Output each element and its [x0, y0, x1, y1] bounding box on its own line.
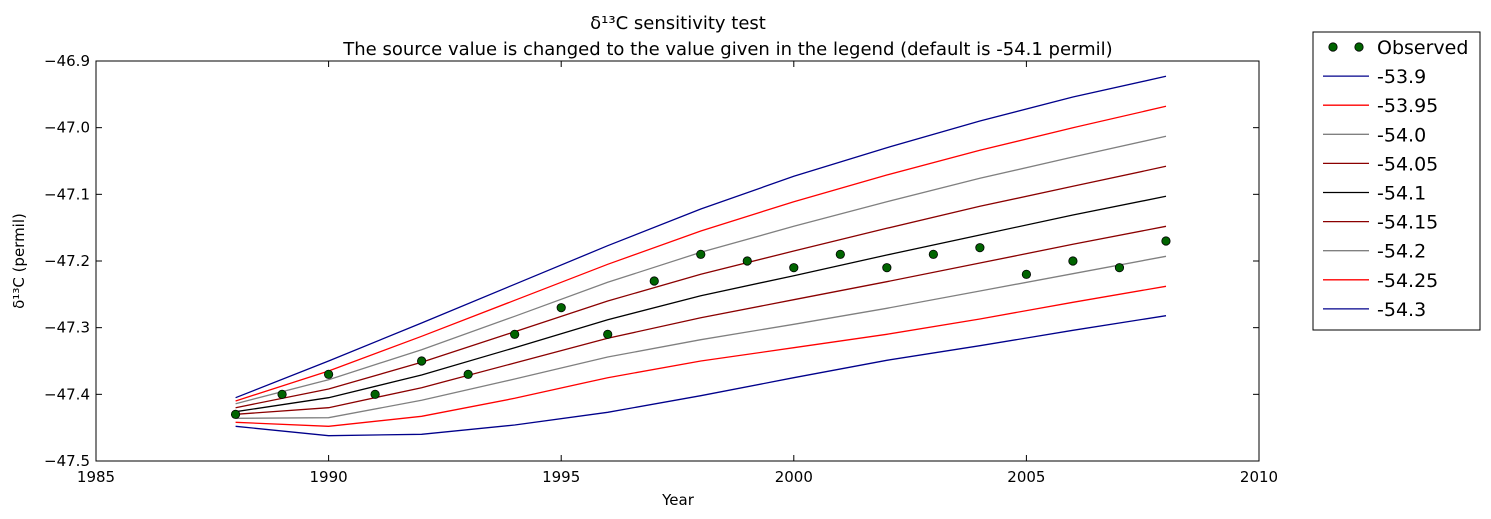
legend-label-1: -53.95: [1377, 95, 1438, 117]
x-tick-label: 1990: [310, 468, 348, 486]
y-tick-label: −47.1: [44, 185, 90, 203]
observed-point: [1068, 256, 1078, 266]
x-tick-label: 2010: [1240, 468, 1278, 486]
observed-point: [323, 369, 334, 379]
observed-point: [603, 329, 613, 339]
series-line-0: [235, 75, 1167, 399]
plot-area: 1985 1990 1995 2000 2005 2010 −47.5 −47.4 −47.3 −…: [44, 52, 1278, 486]
y-tick-label: −47.3: [44, 319, 90, 337]
observed-point: [835, 249, 845, 259]
legend-marker-observed: [1354, 42, 1364, 52]
observed-point: [370, 389, 380, 399]
x-tick-label: 2000: [775, 468, 813, 486]
chart-subtitle: The source value is changed to the value…: [342, 39, 1112, 60]
x-axis-label: Year: [661, 491, 695, 509]
observed-point: [882, 263, 892, 273]
series-line-7: [235, 285, 1167, 427]
x-tick-label: 2005: [1007, 468, 1045, 486]
series-line-1: [235, 105, 1167, 402]
legend-label-4: -54.1: [1377, 183, 1426, 205]
legend-label-2: -54.0: [1377, 124, 1426, 146]
y-tick-label: −47.2: [44, 252, 90, 270]
x-tick-label: 1985: [77, 468, 115, 486]
y-axis-label: δ¹³C (permil): [10, 213, 28, 309]
legend-marker-observed: [1328, 42, 1338, 52]
y-tick-label: −47.5: [44, 452, 90, 470]
observed-point: [417, 356, 427, 366]
chart-title: δ¹³C sensitivity test: [590, 13, 766, 34]
legend-label-8: -54.3: [1377, 299, 1426, 321]
observed-point: [1161, 236, 1171, 246]
legend-label-7: -54.25: [1377, 270, 1438, 292]
observed-point: [975, 243, 985, 253]
series-line-3: [235, 165, 1167, 409]
observed-point: [277, 389, 287, 399]
observed-point: [928, 249, 938, 259]
legend-label-0: -53.9: [1377, 66, 1426, 88]
series-line-8: [235, 315, 1167, 437]
series-line-4: [235, 195, 1167, 413]
observed-point: [696, 249, 706, 259]
legend-label-observed: Observed: [1377, 37, 1468, 59]
observed-point: [230, 409, 241, 419]
y-tick-label: −47.4: [44, 385, 90, 403]
observed-point: [789, 263, 799, 273]
observed-point: [742, 256, 752, 266]
legend-label-5: -54.15: [1377, 212, 1438, 234]
legend: Observed -53.9 -53.95 -54.0 -54.05 -54.1 -54.1…: [1312, 31, 1481, 331]
x-tick-label: 1995: [542, 468, 580, 486]
y-tick-label: −46.9: [44, 52, 90, 70]
series-line-5: [235, 225, 1167, 415]
observed-point: [510, 329, 520, 339]
observed-point: [556, 303, 566, 313]
y-tick-label: −47.0: [44, 119, 90, 137]
observed-point: [649, 276, 659, 286]
series-line-6: [235, 255, 1167, 419]
observed-point: [1021, 269, 1032, 279]
observed-point: [463, 369, 473, 379]
legend-label-6: -54.2: [1377, 241, 1426, 263]
legend-label-3: -54.05: [1377, 153, 1438, 175]
observed-point: [1114, 263, 1125, 273]
